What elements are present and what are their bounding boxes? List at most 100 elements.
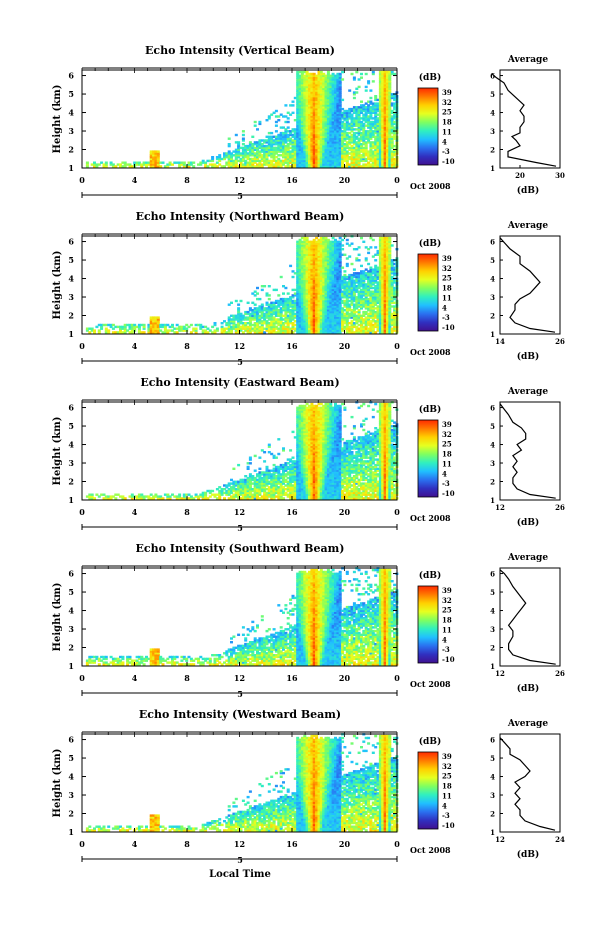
heatmap-cell xyxy=(312,102,316,105)
heatmap-cell xyxy=(360,111,363,114)
heatmap-cell xyxy=(331,148,335,151)
heatmap-cell xyxy=(315,111,319,114)
heatmap-cell xyxy=(338,135,342,138)
heatmap-cell xyxy=(371,159,375,163)
panel-1: Echo Intensity (Northward Beam)123456Hei… xyxy=(52,210,565,367)
heatmap-cell xyxy=(291,156,295,159)
heatmap-cell xyxy=(300,159,304,163)
heatmap-cell xyxy=(345,126,349,129)
heatmap-cell xyxy=(364,143,368,146)
heatmap-cell xyxy=(374,154,378,157)
heatmap-cell xyxy=(215,327,219,330)
heatmap-cell xyxy=(305,128,309,131)
heatmap-cell xyxy=(303,83,307,87)
heatmap-cell xyxy=(319,104,323,107)
heatmap-cell xyxy=(352,124,356,127)
heatmap-cell xyxy=(329,148,333,151)
heatmap-cell xyxy=(274,115,278,118)
heatmap-cell xyxy=(300,130,304,133)
heatmap-cell xyxy=(303,74,307,77)
heatmap-cell xyxy=(367,115,371,118)
heatmap-cell xyxy=(362,240,366,243)
heatmap-cell xyxy=(334,124,337,127)
heatmap-cell xyxy=(329,109,333,113)
heatmap-cell xyxy=(300,144,304,148)
heatmap-cell xyxy=(319,102,323,105)
heatmap-cell xyxy=(298,128,302,131)
heatmap-cell xyxy=(310,157,314,161)
heatmap-cell xyxy=(189,323,193,327)
heatmap-cell xyxy=(331,146,335,150)
heatmap-cell xyxy=(289,113,293,116)
heatmap-cell xyxy=(348,148,352,151)
heatmap-cell xyxy=(329,117,333,120)
heatmap-cell xyxy=(336,137,340,140)
heatmap-cell xyxy=(234,157,238,161)
heatmap-cell xyxy=(142,323,146,327)
heatmap-cell xyxy=(305,85,309,89)
heatmap-cell xyxy=(338,139,342,142)
heatmap-cell xyxy=(279,137,283,140)
heatmap-cell xyxy=(312,96,316,100)
heatmap-cell xyxy=(149,152,153,155)
heatmap-cell xyxy=(256,157,259,161)
heatmap-cell xyxy=(277,119,281,122)
heatmap-cell xyxy=(308,102,311,105)
heatmap-cell xyxy=(364,124,368,127)
heatmap-cell xyxy=(303,156,307,159)
heatmap-cell xyxy=(140,165,144,168)
heatmap-cell xyxy=(324,143,328,146)
heatmap-cell xyxy=(326,119,330,122)
heatmap-cell xyxy=(303,91,307,94)
heatmap-cell xyxy=(298,126,302,129)
heatmap-cell xyxy=(130,165,134,168)
heatmap-cell xyxy=(357,128,361,131)
heatmap-cell xyxy=(267,154,271,157)
heatmap-cell xyxy=(298,104,302,107)
heatmap-cell xyxy=(371,161,375,164)
heatmap-cell xyxy=(308,156,311,159)
heatmap-cell xyxy=(360,107,363,111)
heatmap-cell xyxy=(348,124,352,127)
heatmap-cell xyxy=(343,130,347,133)
heatmap-cell xyxy=(305,104,309,107)
heatmap-cell xyxy=(305,236,309,240)
heatmap-cell xyxy=(352,268,356,271)
heatmap-cell xyxy=(371,122,375,126)
heatmap-cell xyxy=(315,83,319,87)
heatmap-cell xyxy=(324,95,328,98)
heatmap-cell xyxy=(298,152,302,155)
heatmap-cell xyxy=(277,294,281,297)
heatmap-cell xyxy=(374,126,378,129)
heatmap-cell xyxy=(326,133,330,137)
average-frame xyxy=(499,69,561,169)
heatmap-cell xyxy=(371,107,375,111)
heatmap-cell xyxy=(256,141,259,144)
heatmap-cell xyxy=(305,100,309,103)
heatmap-cell xyxy=(367,163,371,166)
heatmap-cell xyxy=(317,104,321,107)
heatmap-cell xyxy=(296,119,300,122)
heatmap-cell xyxy=(336,100,340,103)
heatmap-cell xyxy=(352,152,356,155)
heatmap-cell xyxy=(192,161,196,164)
heatmap-cell xyxy=(284,104,288,107)
heatmap-cell xyxy=(322,159,326,163)
heatmap-cell xyxy=(234,299,238,303)
heatmap-cell xyxy=(303,131,307,135)
heatmap-cell xyxy=(357,146,361,150)
heatmap-cell xyxy=(326,95,330,98)
heatmap-cell xyxy=(345,238,349,242)
heatmap-cell xyxy=(152,150,156,153)
heatmap-cell xyxy=(265,156,269,159)
heatmap-cell xyxy=(324,82,328,85)
heatmap-cell xyxy=(298,83,302,87)
heatmap-cell xyxy=(308,144,311,148)
heatmap-cell xyxy=(272,156,276,159)
heatmap-cell xyxy=(270,135,274,138)
heatmap-cell xyxy=(326,104,330,107)
heatmap-cell xyxy=(331,131,335,135)
heatmap-cell xyxy=(352,137,356,140)
heatmap-cell xyxy=(260,165,264,168)
heatmap-cell xyxy=(352,131,356,135)
